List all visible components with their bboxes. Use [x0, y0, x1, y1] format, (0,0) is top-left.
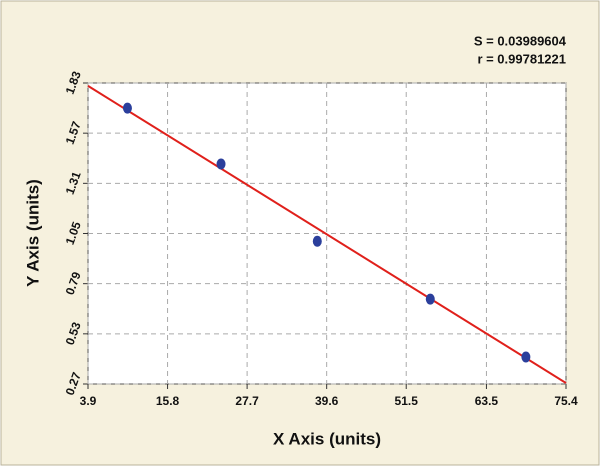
annotation: r = 0.99781221 — [477, 51, 566, 66]
data-point — [425, 293, 435, 305]
annotation: S = 0.03989604 — [474, 33, 567, 48]
x-tick-label: 39.6 — [315, 394, 339, 408]
y-axis-title: Y Axis (units) — [23, 179, 42, 287]
x-tick-label: 3.9 — [80, 394, 97, 408]
x-tick-label: 51.5 — [395, 394, 419, 408]
data-point — [216, 158, 226, 170]
data-point — [122, 102, 132, 114]
x-tick-label: 15.8 — [156, 394, 180, 408]
x-tick-label: 63.5 — [475, 394, 499, 408]
x-tick-label: 27.7 — [235, 394, 259, 408]
fit-line — [87, 85, 567, 384]
x-axis-title: X Axis (units) — [273, 429, 381, 448]
data-point — [312, 235, 322, 247]
data-point — [521, 351, 531, 363]
x-tick-label: 75.4 — [554, 394, 578, 408]
